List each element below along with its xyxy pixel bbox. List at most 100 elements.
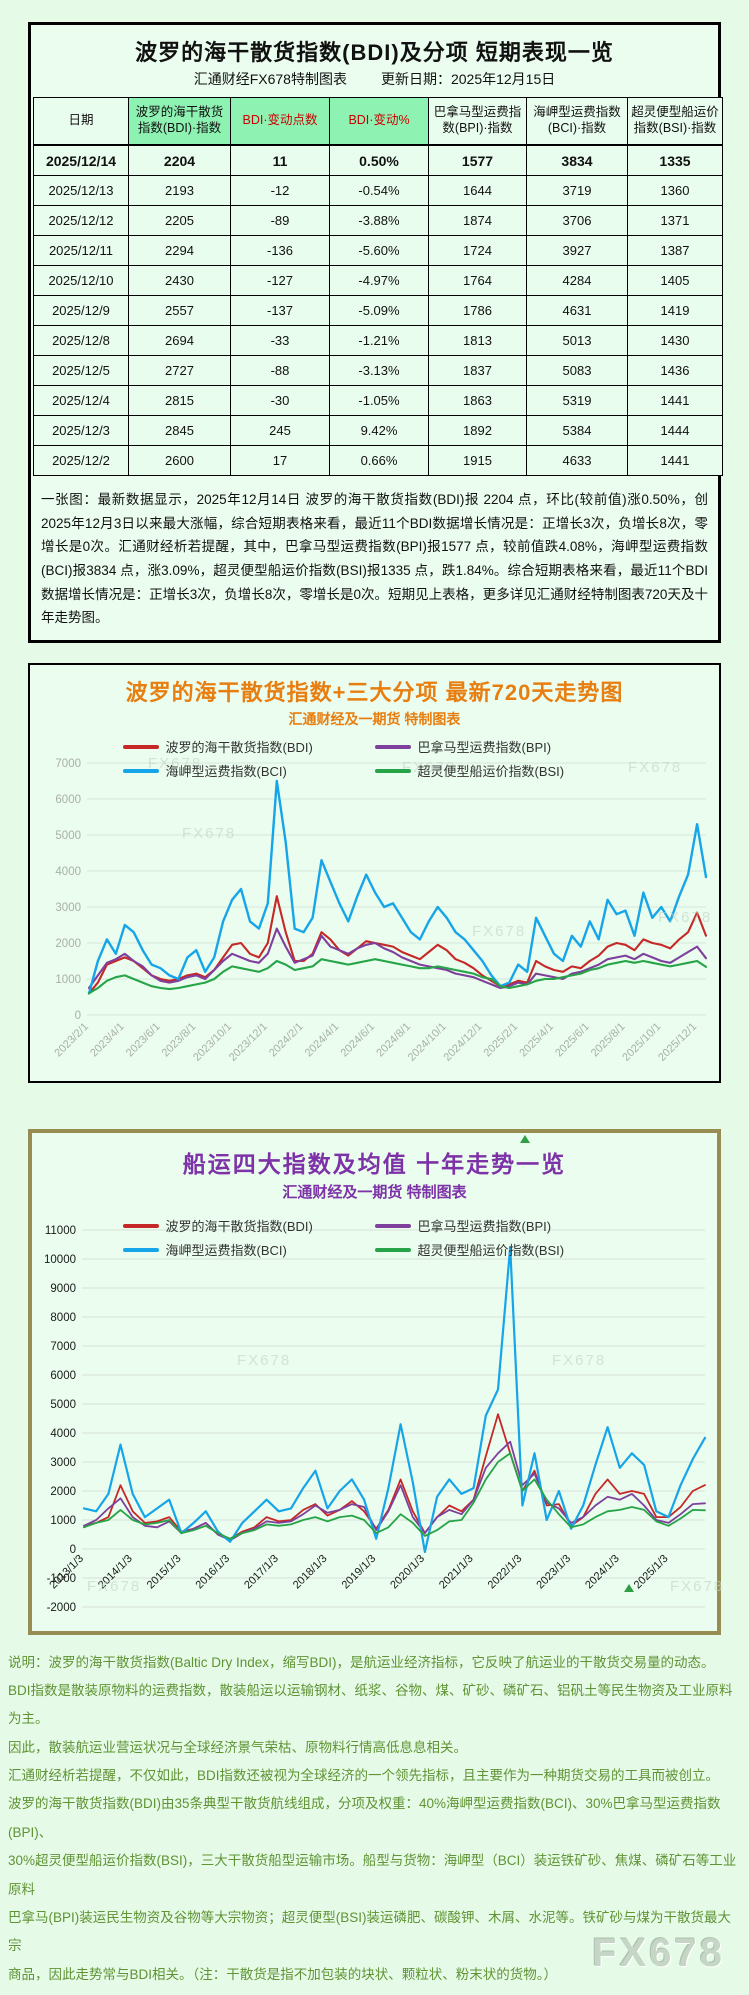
table-cell: 2025/12/4 bbox=[33, 385, 129, 416]
table-header-row: 日期 波罗的海干散货指数(BDI)·指数 BDI·变动点数 BDI·变动% 巴拿马型运费… bbox=[33, 97, 723, 146]
table-cell: -12 bbox=[230, 175, 330, 206]
green-marker-icon bbox=[624, 1583, 634, 1592]
table-cell: 17 bbox=[230, 445, 330, 476]
table-cell: -136 bbox=[230, 235, 330, 266]
table-cell: 1874 bbox=[428, 205, 527, 236]
x-axis-label: 2023/6/1 bbox=[124, 1020, 163, 1059]
fx678-watermark: FX678 bbox=[592, 1930, 725, 1975]
table-row: 2025/12/5 2727 -88 -3.13% 1837 5083 1436 bbox=[33, 355, 723, 386]
table-subtitle: 汇通财经FX678特制图表 更新日期：2025年12月15日 bbox=[33, 69, 716, 89]
table-cell: 1441 bbox=[627, 385, 723, 416]
table-cell: 5319 bbox=[526, 385, 628, 416]
table-header-cell: 波罗的海干散货指数(BDI)·指数 bbox=[128, 97, 231, 146]
table-cell: 2025/12/5 bbox=[33, 355, 129, 386]
y-axis-label: 0 bbox=[70, 1544, 76, 1556]
chart-10y-title: 船运四大指数及均值 十年走势一览 bbox=[182, 1150, 567, 1177]
y-axis-label: 2000 bbox=[50, 1486, 76, 1498]
table-cell: 2430 bbox=[128, 265, 231, 296]
series-line bbox=[87, 894, 708, 995]
bdi-table-body: 2025/12/14 2204 11 0.50% 1577 3834 1335 2025/12… bbox=[33, 144, 723, 476]
y-axis-label: 0 bbox=[75, 1010, 81, 1022]
footer-line: BDI指数是散装原物料的运费指数，散装船运以运输钢材、纸浆、谷物、煤、矿砂、磷矿… bbox=[8, 1683, 733, 1727]
table-cell: -33 bbox=[230, 325, 330, 356]
chart-720-title: 波罗的海干散货指数+三大分项 最新720天走势图 bbox=[125, 679, 624, 705]
chart-10y-panel: 船运四大指数及均值 十年走势一览 汇通财经及一期货 特制图表 波罗的海干散货指数… bbox=[28, 1128, 722, 1635]
x-axis-label: 2024/4/1 bbox=[303, 1020, 342, 1059]
table-row: 2025/12/10 2430 -127 -4.97% 1764 4284 1405 bbox=[33, 265, 723, 296]
table-cell: 2205 bbox=[128, 205, 231, 236]
x-axis-label: 2014/1/3 bbox=[96, 1552, 135, 1591]
table-cell: 2557 bbox=[128, 295, 231, 326]
y-axis-label: -1000 bbox=[47, 1573, 76, 1585]
table-cell: 1915 bbox=[428, 445, 527, 476]
x-axis-label: 2016/1/3 bbox=[193, 1552, 232, 1591]
y-axis-label: 3000 bbox=[55, 902, 81, 914]
x-axis-label: 2025/2/1 bbox=[482, 1020, 521, 1059]
table-cell: 1335 bbox=[627, 144, 723, 176]
bdi-table: 日期 波罗的海干散货指数(BDI)·指数 BDI·变动点数 BDI·变动% 巴拿马型运费… bbox=[33, 97, 723, 476]
table-cell: 5384 bbox=[526, 415, 628, 446]
table-cell: 2025/12/2 bbox=[33, 445, 129, 476]
x-axis-label: 2024/2/1 bbox=[267, 1020, 306, 1059]
y-axis-label: 2000 bbox=[55, 938, 81, 950]
table-cell: 4631 bbox=[526, 295, 628, 326]
table-cell: 1786 bbox=[428, 295, 527, 326]
x-axis-label: 2019/1/3 bbox=[340, 1552, 379, 1591]
y-axis-label: 5000 bbox=[55, 830, 81, 842]
y-axis-label: 7000 bbox=[55, 758, 81, 770]
table-cell: 2694 bbox=[128, 325, 231, 356]
footer-line: 波罗的海干散货指数(BDI)由35条典型干散货航线组成，分项及权重：40%海岬型… bbox=[8, 1796, 721, 1840]
table-row: 2025/12/14 2204 11 0.50% 1577 3834 1335 bbox=[33, 144, 723, 176]
table-cell: 5013 bbox=[526, 325, 628, 356]
table-cell: 2025/12/11 bbox=[33, 235, 129, 266]
y-axis-label: 11000 bbox=[45, 1225, 76, 1237]
table-row: 2025/12/3 2845 245 9.42% 1892 5384 1444 bbox=[33, 415, 723, 446]
table-header-cell: 日期 bbox=[33, 97, 129, 146]
table-row: 2025/12/11 2294 -136 -5.60% 1724 3927 1387 bbox=[33, 235, 723, 266]
y-axis-label: 6000 bbox=[50, 1370, 76, 1382]
table-cell: 2025/12/9 bbox=[33, 295, 129, 326]
table-cell: 3834 bbox=[526, 144, 628, 176]
table-header-cell: 巴拿马型运费指数(BPI)·指数 bbox=[428, 97, 527, 146]
update-date: 更新日期：2025年12月15日 bbox=[380, 71, 556, 87]
table-cell: 3719 bbox=[526, 175, 628, 206]
y-axis-label: 1000 bbox=[50, 1515, 76, 1527]
source-label: 汇通财经FX678特制图表 bbox=[193, 71, 347, 87]
footer-line: 因此，散装航运业营运状况与全球经济景气荣枯、原物料行情高低息息相关。 bbox=[8, 1739, 467, 1755]
table-cell: 245 bbox=[230, 415, 330, 446]
y-axis-label: 8000 bbox=[50, 1312, 76, 1324]
table-cell: 1644 bbox=[428, 175, 527, 206]
table-row: 2025/12/13 2193 -12 -0.54% 1644 3719 1360 bbox=[33, 175, 723, 206]
table-cell: 4284 bbox=[526, 265, 628, 296]
chart-10y-area: 波罗的海干散货指数(BDI) 巴拿马型运费指数(BPI) 海岬型运费指数(BCI) 超… bbox=[32, 1206, 722, 1629]
table-row: 2025/12/9 2557 -137 -5.09% 1786 4631 1419 bbox=[33, 295, 723, 326]
table-cell: -4.97% bbox=[329, 265, 429, 296]
x-axis-label: 2023/12/1 bbox=[227, 1020, 270, 1063]
x-axis-label: 2025/1/3 bbox=[632, 1552, 671, 1591]
x-axis-label: 2021/1/3 bbox=[437, 1552, 476, 1591]
y-axis-label: 10000 bbox=[44, 1254, 76, 1266]
table-row: 2025/12/2 2600 17 0.66% 1915 4633 1441 bbox=[33, 445, 723, 476]
chart-720-area: 波罗的海干散货指数(BDI) 巴拿马型运费指数(BPI) 海岬型运费指数(BCI) 超… bbox=[30, 733, 719, 1079]
table-cell: 2815 bbox=[128, 385, 231, 416]
page-title: 波罗的海干散货指数(BDI)及分项 短期表现一览 bbox=[135, 40, 614, 65]
y-axis-label: 4000 bbox=[50, 1428, 76, 1440]
table-cell: 0.50% bbox=[329, 144, 429, 176]
y-axis-label: 9000 bbox=[50, 1283, 76, 1295]
x-axis-label: 2022/1/3 bbox=[486, 1552, 525, 1591]
table-cell: -89 bbox=[230, 205, 330, 236]
table-header-cell: BDI·变动% bbox=[329, 97, 429, 146]
table-cell: 2025/12/3 bbox=[33, 415, 129, 446]
y-axis-label: 7000 bbox=[50, 1341, 76, 1353]
table-cell: 5083 bbox=[526, 355, 628, 386]
series-line bbox=[82, 1246, 707, 1553]
table-row: 2025/12/8 2694 -33 -1.21% 1813 5013 1430 bbox=[33, 325, 723, 356]
table-cell: 2727 bbox=[128, 355, 231, 386]
table-cell: 2025/12/13 bbox=[33, 175, 129, 206]
table-row: 2025/12/12 2205 -89 -3.88% 1874 3706 1371 bbox=[33, 205, 723, 236]
x-axis-label: 2023/2/1 bbox=[52, 1020, 91, 1059]
series-line bbox=[87, 927, 708, 989]
series-line bbox=[83, 1452, 706, 1540]
table-header-cell: 超灵便型船运价指数(BSI)·指数 bbox=[627, 97, 723, 146]
x-axis-label: 2024/6/1 bbox=[338, 1020, 377, 1059]
